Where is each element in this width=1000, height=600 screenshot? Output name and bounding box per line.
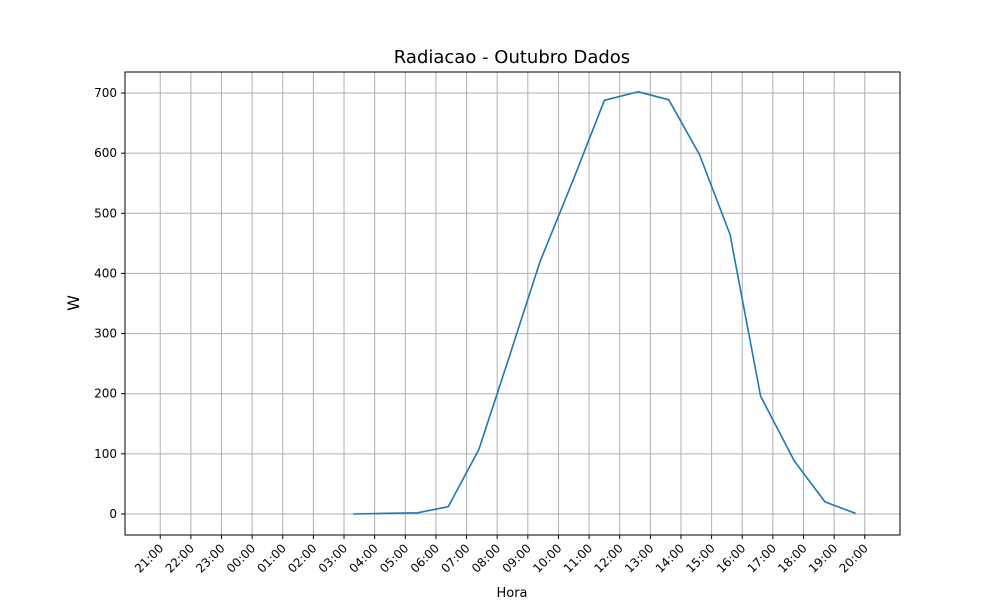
x-tick-label: 18:00: [775, 541, 809, 575]
x-tick-label: 01:00: [255, 541, 289, 575]
x-tick-label: 14:00: [653, 541, 687, 575]
x-tick-label: 02:00: [285, 541, 319, 575]
y-tick-label: 600: [94, 146, 117, 160]
x-tick-label: 10:00: [530, 541, 564, 575]
x-tick-label: 15:00: [683, 541, 717, 575]
x-tick-label: 13:00: [622, 541, 656, 575]
y-tick-label: 0: [109, 507, 117, 521]
ticks: 21:0022:0023:0000:0001:0002:0003:0004:00…: [94, 86, 871, 576]
x-tick-label: 16:00: [714, 541, 748, 575]
x-tick-label: 12:00: [591, 541, 625, 575]
x-tick-label: 05:00: [377, 541, 411, 575]
series-line: [353, 91, 856, 515]
grid: [125, 72, 900, 535]
y-axis-title: W: [64, 295, 83, 311]
x-tick-label: 03:00: [316, 541, 350, 575]
x-tick-label: 11:00: [561, 541, 595, 575]
series-layer: [353, 91, 856, 515]
x-tick-label: 08:00: [469, 541, 503, 575]
x-tick-label: 19:00: [806, 541, 840, 575]
x-tick-label: 00:00: [224, 541, 258, 575]
plot-frame: [124, 71, 901, 536]
y-tick-label: 100: [94, 447, 117, 461]
x-tick-label: 23:00: [193, 541, 227, 575]
x-tick-label: 06:00: [408, 541, 442, 575]
x-axis-title: Hora: [496, 586, 527, 600]
x-tick-label: 21:00: [132, 541, 166, 575]
y-tick-label: 300: [94, 327, 117, 341]
y-tick-label: 200: [94, 387, 117, 401]
x-tick-label: 17:00: [745, 541, 779, 575]
y-tick-label: 400: [94, 266, 117, 280]
x-tick-label: 04:00: [346, 541, 380, 575]
y-tick-label: 700: [94, 86, 117, 100]
x-tick-label: 09:00: [500, 541, 534, 575]
x-tick-label: 20:00: [837, 541, 871, 575]
x-tick-label: 07:00: [438, 541, 472, 575]
y-tick-label: 500: [94, 206, 117, 220]
chart-title: Radiacao - Outubro Dados: [394, 47, 630, 68]
x-tick-label: 22:00: [163, 541, 197, 575]
